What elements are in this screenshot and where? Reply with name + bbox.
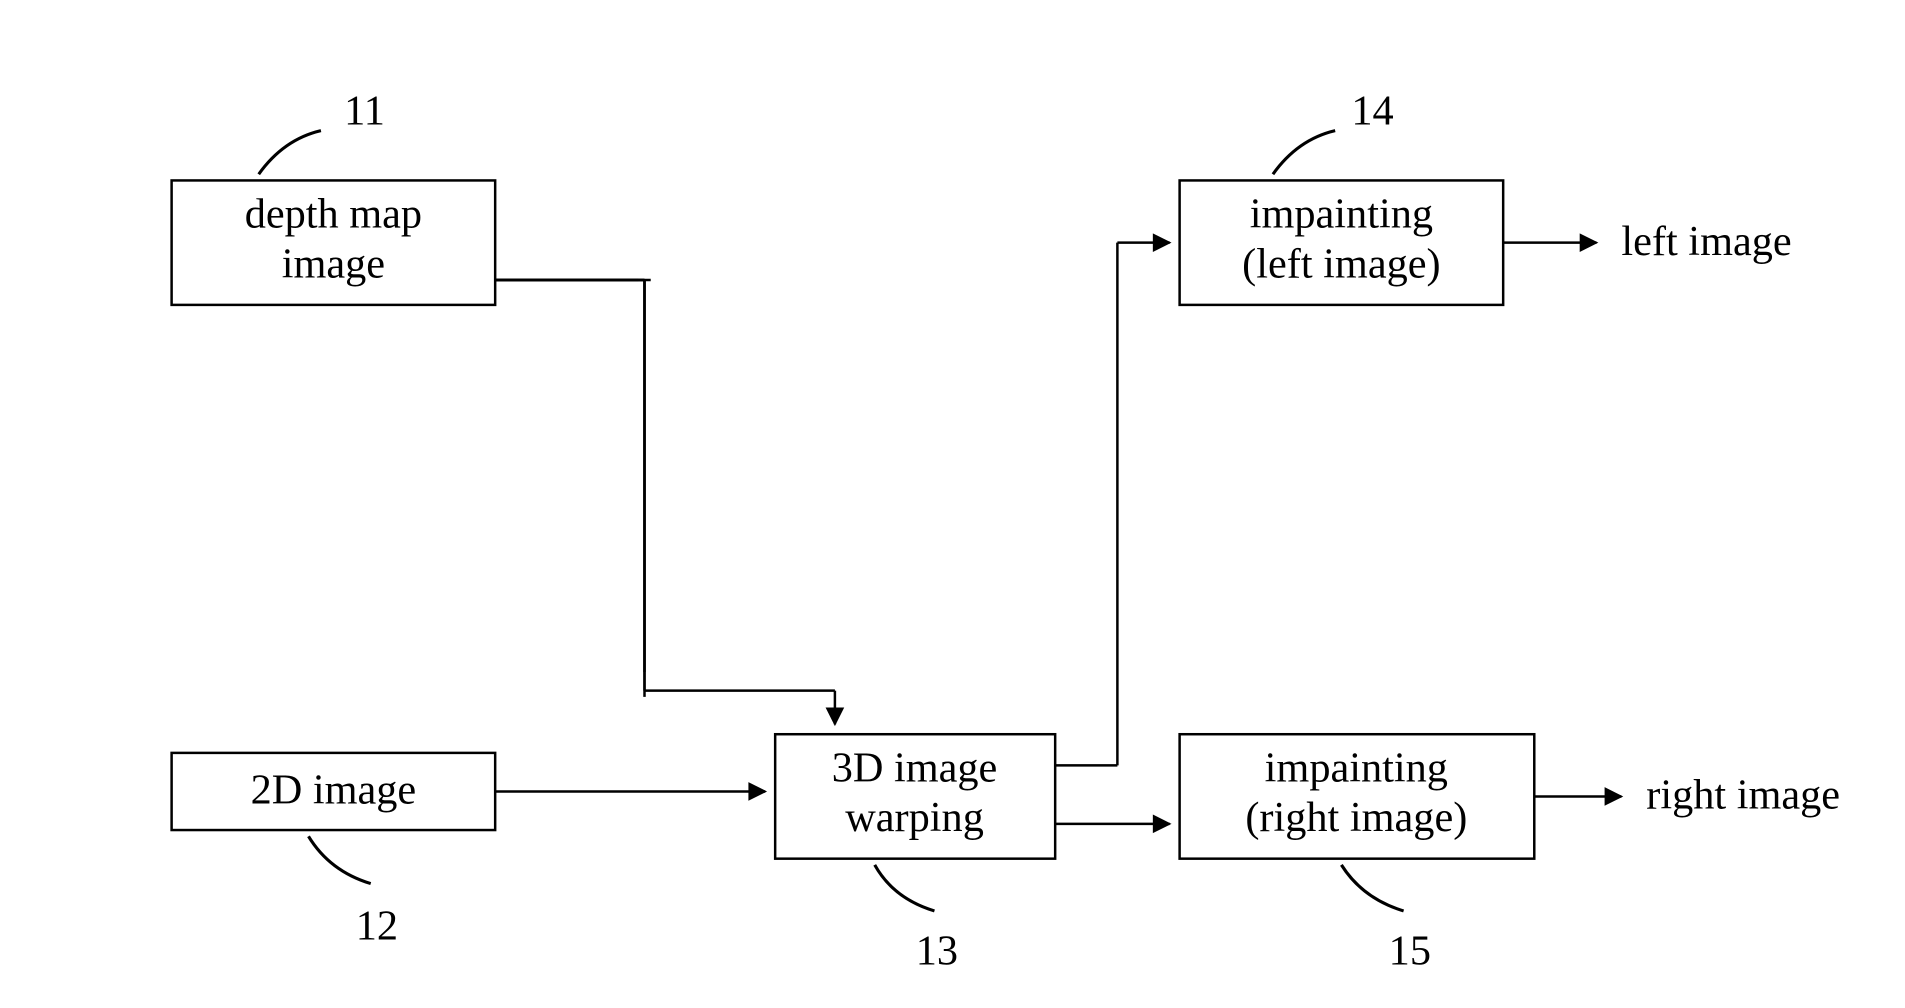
edge-11-13 (495, 280, 644, 697)
output-right-label: right image (1646, 772, 1840, 819)
edge-11-13-FINAL (495, 280, 835, 724)
output-left-label: left image (1621, 218, 1791, 265)
edge-13-14 (1055, 243, 1169, 766)
